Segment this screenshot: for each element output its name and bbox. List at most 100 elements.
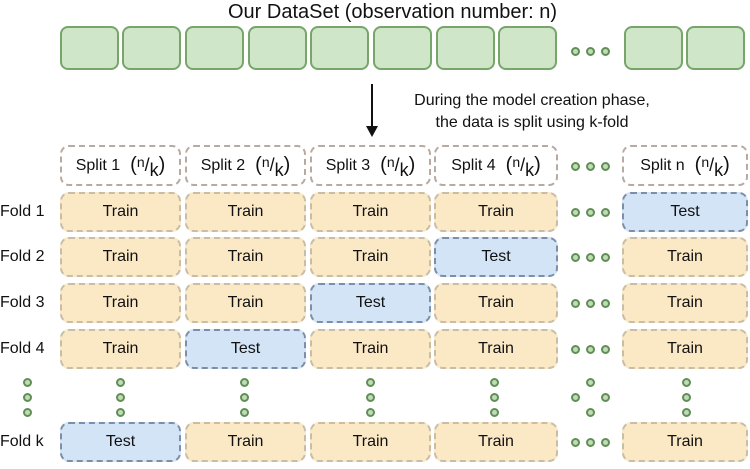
train-cell: Train <box>434 192 558 232</box>
split-label: Split 3 <box>325 156 371 174</box>
dataset-observation-box <box>373 26 432 70</box>
fraction-numerator: n <box>512 154 521 170</box>
train-cell: Train <box>60 192 181 232</box>
dot-ellipsis-icon <box>601 438 610 447</box>
split-header: Split n (n/k) <box>622 145 748 186</box>
dataset-observation-box <box>248 26 307 70</box>
split-header: Split 1 (n/k) <box>60 145 181 186</box>
split-fraction: (n/k) <box>130 154 166 180</box>
test-cell: Test <box>622 192 748 232</box>
dot-ellipsis-icon <box>586 253 595 262</box>
dataset-observation-box <box>436 26 495 70</box>
dot-ellipsis-icon <box>601 162 610 171</box>
split-label: Split 1 <box>75 156 121 174</box>
train-cell: Train <box>185 283 306 323</box>
vertical-dot-ellipsis-icon <box>366 408 375 417</box>
train-cell: Train <box>60 283 181 323</box>
fraction-denominator: k <box>399 160 409 180</box>
split-header: Split 4 (n/k) <box>434 145 558 186</box>
vertical-dot-ellipsis-icon <box>682 378 691 387</box>
dataset-observation-box <box>185 26 244 70</box>
vertical-dot-ellipsis-icon <box>366 378 375 387</box>
dataset-observation-box <box>310 26 369 70</box>
split-fraction: (n/k) <box>694 154 730 180</box>
train-cell: Train <box>60 329 181 369</box>
train-cell: Train <box>434 329 558 369</box>
train-cell: Train <box>622 237 748 277</box>
dot-ellipsis-icon <box>571 253 580 262</box>
vertical-dot-ellipsis-icon <box>240 408 249 417</box>
test-cell: Test <box>310 283 431 323</box>
fraction-numerator: n <box>261 154 270 170</box>
train-cell: Train <box>622 329 748 369</box>
fraction-denominator: k <box>274 160 284 180</box>
fold-label: Fold 1 <box>0 203 45 220</box>
fraction-denominator: k <box>714 160 724 180</box>
train-cell: Train <box>434 283 558 323</box>
dot-ellipsis-icon <box>586 162 595 171</box>
vertical-dot-ellipsis-icon <box>116 378 125 387</box>
dot-ellipsis-icon <box>601 208 610 217</box>
train-cell: Train <box>310 237 431 277</box>
dataset-observation-box <box>60 26 119 70</box>
vertical-dot-ellipsis-icon <box>116 393 125 402</box>
train-cell: Train <box>622 283 748 323</box>
split-label: Split n <box>640 156 685 174</box>
dot-ellipsis-icon <box>601 253 610 262</box>
diagonal-dot-ellipsis-icon <box>571 393 580 402</box>
train-cell: Train <box>185 422 306 462</box>
diagonal-dot-ellipsis-icon <box>601 393 610 402</box>
train-cell: Train <box>310 329 431 369</box>
dot-ellipsis-icon <box>586 47 595 56</box>
phase-note: During the model creation phase, the dat… <box>382 90 682 134</box>
vertical-dot-ellipsis-icon <box>682 393 691 402</box>
dot-ellipsis-icon <box>586 345 595 354</box>
train-cell: Train <box>434 422 558 462</box>
vertical-dot-ellipsis-icon <box>23 393 32 402</box>
vertical-dot-ellipsis-icon <box>490 378 499 387</box>
test-cell: Test <box>60 422 181 462</box>
dot-ellipsis-icon <box>571 208 580 217</box>
dot-ellipsis-icon <box>586 208 595 217</box>
vertical-dot-ellipsis-icon <box>366 393 375 402</box>
dot-ellipsis-icon <box>601 345 610 354</box>
vertical-dot-ellipsis-icon <box>240 378 249 387</box>
train-cell: Train <box>185 237 306 277</box>
dot-ellipsis-icon <box>571 162 580 171</box>
split-fraction: (n/k) <box>380 154 416 180</box>
fraction-denominator: k <box>525 160 535 180</box>
train-cell: Train <box>622 422 748 462</box>
train-cell: Train <box>310 192 431 232</box>
dot-ellipsis-icon <box>601 47 610 56</box>
vertical-dot-ellipsis-icon <box>490 408 499 417</box>
fraction-numerator: n <box>386 154 395 170</box>
dot-ellipsis-icon <box>571 47 580 56</box>
split-header: Split 2 (n/k) <box>185 145 306 186</box>
split-header: Split 3 (n/k) <box>310 145 431 186</box>
train-cell: Train <box>185 192 306 232</box>
dot-ellipsis-icon <box>571 438 580 447</box>
split-fraction: (n/k) <box>255 154 291 180</box>
dot-ellipsis-icon <box>571 345 580 354</box>
dataset-observation-box <box>498 26 557 70</box>
split-fraction: (n/k) <box>505 154 541 180</box>
fraction-denominator: k <box>149 160 159 180</box>
diagonal-dot-ellipsis-icon <box>586 408 595 417</box>
phase-note-line-1: During the model creation phase, <box>414 92 650 109</box>
vertical-dot-ellipsis-icon <box>23 408 32 417</box>
dot-ellipsis-icon <box>586 438 595 447</box>
split-label: Split 4 <box>451 156 496 174</box>
dataset-observation-box <box>122 26 181 70</box>
dataset-observation-box <box>686 26 745 70</box>
down-arrow-icon <box>371 84 373 128</box>
test-cell: Test <box>185 329 306 369</box>
split-label: Split 2 <box>200 156 246 174</box>
vertical-dot-ellipsis-icon <box>490 393 499 402</box>
vertical-dot-ellipsis-icon <box>682 408 691 417</box>
dataset-observation-box <box>624 26 683 70</box>
fraction-numerator: n <box>701 154 710 170</box>
fold-label: Fold 2 <box>0 248 45 265</box>
vertical-dot-ellipsis-icon <box>240 393 249 402</box>
fraction-numerator: n <box>136 154 145 170</box>
